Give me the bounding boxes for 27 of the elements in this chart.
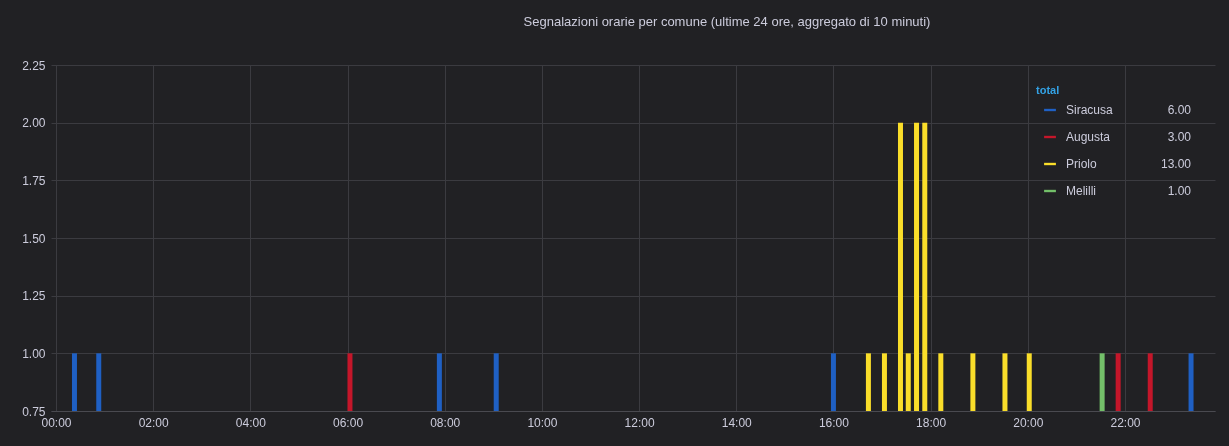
chart-title: Segnalazioni orarie per comune (ultime 24 ore, aggregato di 10 minuti) [523, 14, 931, 29]
x-tick-label: 06:00 [333, 415, 364, 430]
annotation: 13.00 [1160, 157, 1192, 171]
legend-label: Melilli [1066, 184, 1096, 198]
y-tick-label: 1.25 [22, 289, 46, 304]
legend-title: total [1036, 84, 1060, 96]
y-tick-label: 1.50 [22, 231, 46, 246]
x-tick-label: 04:00 [235, 415, 267, 430]
y-tick-label: 2.25 [22, 58, 46, 73]
legend-label: Augusta [1066, 130, 1111, 144]
x-tick-label: 20:00 [1013, 415, 1044, 430]
x-tick-label: 02:00 [138, 415, 170, 430]
annotation: 1.00 [1167, 184, 1192, 198]
y-tick-label: 1.00 [22, 346, 46, 361]
x-tick-label: 22:00 [1110, 415, 1141, 430]
annotation: 6.00 [1167, 103, 1192, 117]
x-tick-label: 16:00 [818, 415, 850, 430]
legend-label: Siracusa [1066, 103, 1114, 117]
x-tick-label: 14:00 [721, 415, 753, 430]
y-tick-label: 2.00 [22, 116, 46, 131]
x-tick-label: 08:00 [430, 415, 461, 430]
x-tick-label: 10:00 [527, 415, 558, 430]
x-tick-label: 18:00 [916, 415, 947, 430]
y-tick-label: 1.75 [22, 173, 46, 188]
legend-label: Priolo [1066, 157, 1098, 171]
x-tick-label: 12:00 [624, 415, 655, 430]
annotation: 3.00 [1167, 130, 1192, 144]
